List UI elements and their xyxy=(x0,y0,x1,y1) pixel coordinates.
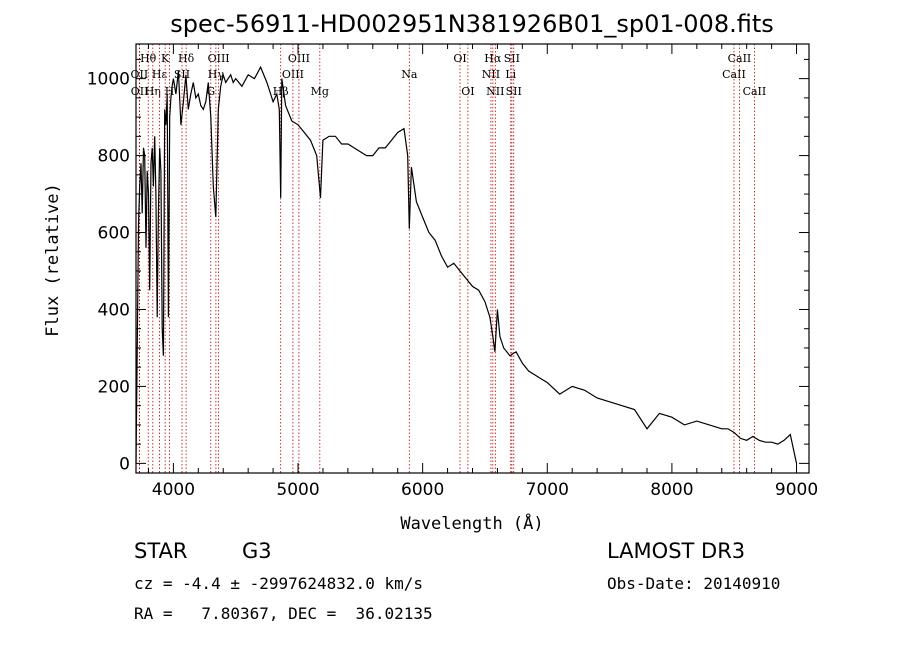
y-tick-label-1: 200 xyxy=(98,377,130,397)
line-marker-label-3: Hη xyxy=(145,85,161,98)
object-class: STAR xyxy=(134,539,188,563)
x-tick-label-3: 7000 xyxy=(526,480,569,500)
line-marker-label-5: K xyxy=(161,52,170,65)
redshift-text: cz = -4.4 ± -2997624832.0 km/s xyxy=(134,574,423,593)
x-tick-label-4: 8000 xyxy=(650,480,693,500)
line-marker-label-14: OIII xyxy=(288,52,310,65)
line-marker-label-27: CaII xyxy=(743,85,767,98)
line-marker-label-10: Hγ xyxy=(208,68,225,81)
x-tick-label-1: 5000 xyxy=(276,480,319,500)
axis-ticks: 4000 5000 6000 7000 8000 9000 0 200 400 600 800 100… xyxy=(87,44,818,500)
line-marker-label-4: Hε xyxy=(152,68,168,81)
line-marker-label-19: NII xyxy=(482,68,500,81)
line-marker-label-0: Hθ xyxy=(140,52,157,65)
ra-dec-text: RA = 7.80367, DEC = 36.02135 xyxy=(134,604,433,623)
line-marker-label-25: CaII xyxy=(722,68,746,81)
line-marker-label-26: CaII xyxy=(728,52,752,65)
line-marker-label-20: Hα xyxy=(484,52,502,65)
obs-date: Obs-Date: 20140910 xyxy=(607,574,781,593)
x-tick-label-0: 4000 xyxy=(152,480,195,500)
line-marker-label-9: G xyxy=(206,85,215,98)
x-tick-label-2: 6000 xyxy=(401,480,444,500)
line-marker-label-17: OI xyxy=(453,52,466,65)
line-marker-label-16: Na xyxy=(401,68,418,81)
y-tick-label-4: 800 xyxy=(98,147,130,167)
line-marker-label-2: OII xyxy=(131,85,149,98)
spectral-subclass: G3 xyxy=(242,539,272,563)
y-tick-label-2: 400 xyxy=(98,300,130,320)
x-axis-label: Wavelength (Å) xyxy=(400,512,543,534)
y-tick-label-0: 0 xyxy=(119,454,130,474)
line-marker-label-1: OII xyxy=(131,68,149,81)
line-marker-label-15: Mg xyxy=(311,85,329,98)
y-axis-label: Flux (relative) xyxy=(43,183,63,337)
y-tick-label-3: 600 xyxy=(98,224,130,244)
line-marker-label-23: SII xyxy=(504,52,520,65)
line-marker-label-12: Hβ xyxy=(273,85,289,98)
line-marker-label-22: Li xyxy=(505,68,516,81)
emission-line-markers: HθOIIOIIHηHεKHSIIHδGHγOIIIHβOIIIOIIIMgNa… xyxy=(131,44,767,473)
chart-title: spec-56911-HD002951N381926B01_sp01-008.f… xyxy=(170,10,774,38)
plot-frame xyxy=(135,43,810,474)
line-marker-label-24: SII xyxy=(506,85,522,98)
line-marker-label-6: H xyxy=(165,85,175,98)
line-marker-label-8: Hδ xyxy=(178,52,195,65)
line-marker-label-13: OIII xyxy=(282,68,304,81)
y-tick-label-5: 1000 xyxy=(87,70,130,90)
line-marker-label-7: SII xyxy=(174,68,190,81)
line-marker-label-21: NII xyxy=(486,85,504,98)
line-marker-label-11: OIII xyxy=(208,52,230,65)
x-tick-label-5: 9000 xyxy=(775,480,818,500)
line-marker-label-18: OI xyxy=(461,85,474,98)
survey-name: LAMOST DR3 xyxy=(607,539,746,563)
spectrum-line xyxy=(135,65,798,464)
